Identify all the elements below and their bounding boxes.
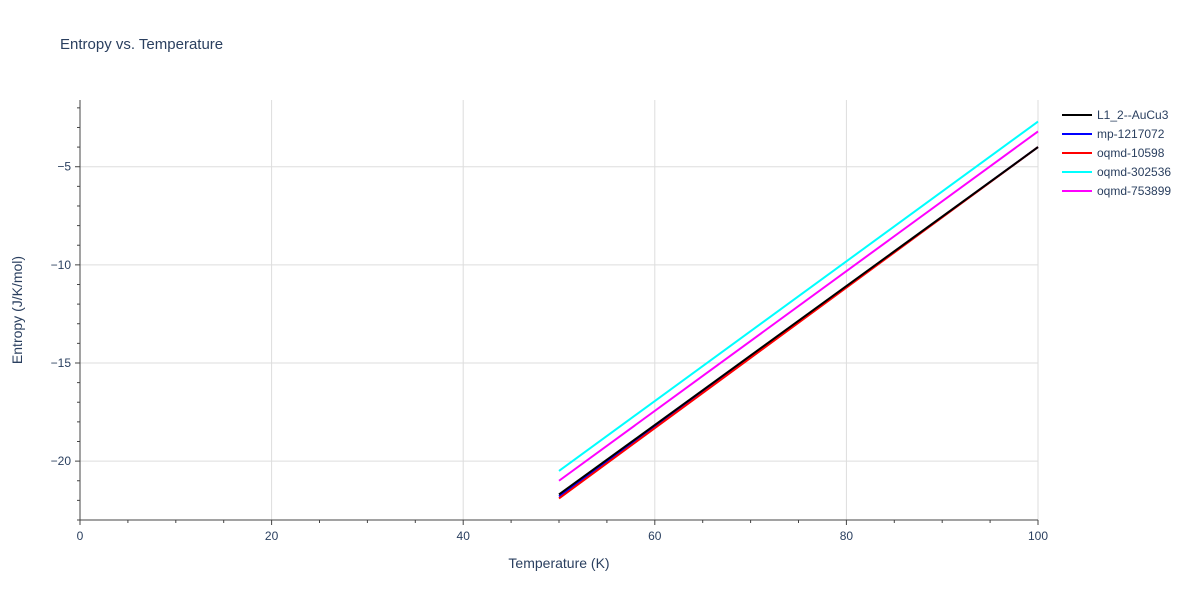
legend-label: mp-1217072 <box>1097 127 1165 141</box>
chart-title: Entropy vs. Temperature <box>60 36 224 53</box>
x-tick-label: 60 <box>648 529 662 543</box>
legend: L1_2--AuCu3 mp-1217072 oqmd-10598 oqmd-3025… <box>1062 108 1171 198</box>
legend-label: oqmd-10598 <box>1097 146 1165 160</box>
y-axis-title: Entropy (J/K/mol) <box>9 256 25 364</box>
x-tick-label: 40 <box>457 529 471 543</box>
series-lines <box>558 120 1039 500</box>
tick-labels: 0 20 40 60 80 100 −20 −15 −10 −5 <box>51 160 1049 543</box>
y-tick-label: −20 <box>51 454 72 468</box>
legend-label: oqmd-753899 <box>1097 184 1171 198</box>
x-tick-label: 80 <box>840 529 854 543</box>
axes <box>75 100 1039 525</box>
series-line-oqmd-753899 <box>558 130 1039 482</box>
series-line-oqmd-302536 <box>558 120 1039 472</box>
x-tick-label: 100 <box>1028 529 1048 543</box>
legend-label: oqmd-302536 <box>1097 165 1171 179</box>
x-tick-label: 0 <box>77 529 84 543</box>
legend-label: L1_2--AuCu3 <box>1097 108 1169 122</box>
x-axis-title: Temperature (K) <box>508 555 609 571</box>
y-tick-label: −5 <box>57 160 71 174</box>
y-tick-label: −15 <box>51 356 72 370</box>
y-tick-label: −10 <box>51 258 72 272</box>
series-line-L1_2--AuCu3 <box>558 146 1039 496</box>
x-tick-label: 20 <box>265 529 279 543</box>
grid-lines <box>80 100 1039 520</box>
